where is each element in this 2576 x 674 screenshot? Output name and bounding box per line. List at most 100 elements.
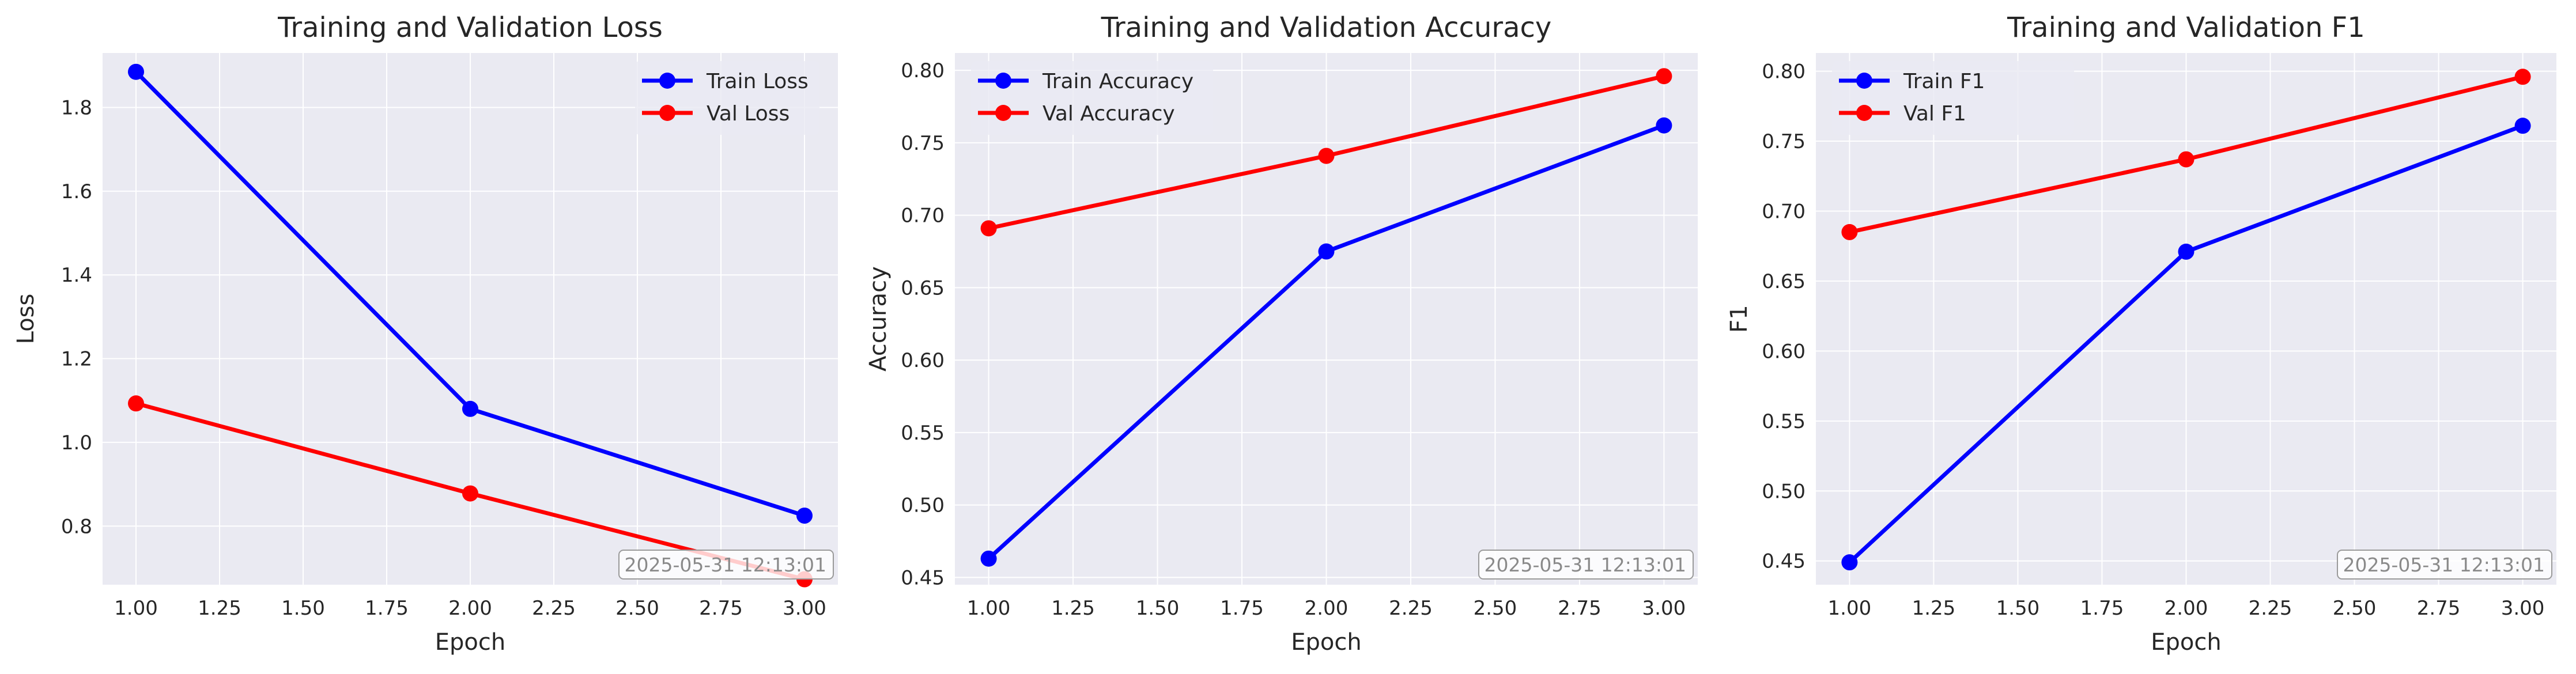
loss-timestamp: 2025-05-31 12:13:01 — [618, 550, 834, 580]
loss-timestamp-text: 2025-05-31 12:13:01 — [625, 554, 826, 576]
accuracy-y-tick-label: 0.60 — [901, 349, 945, 372]
accuracy-y-tick-label: 0.55 — [901, 422, 945, 445]
accuracy-y-tick-label: 0.75 — [901, 132, 945, 155]
accuracy-y-tick-label: 0.80 — [901, 59, 945, 82]
accuracy-marks — [980, 68, 1672, 567]
f1-x-tick-label: 2.25 — [2249, 597, 2292, 620]
loss-y-tick-label: 0.8 — [61, 515, 92, 538]
accuracy-legend-box — [971, 61, 1213, 135]
accuracy-val-point — [980, 220, 997, 237]
f1-x-tick-label: 3.00 — [2501, 597, 2545, 620]
accuracy-legend: Train Accuracy Val Accuracy — [971, 61, 1213, 135]
f1-timestamp: 2025-05-31 12:13:01 — [2337, 550, 2552, 580]
loss-x-axis-label: Epoch — [435, 629, 505, 656]
f1-y-axis-label: F1 — [1726, 305, 1752, 332]
loss-legend-entry-train: Train Loss — [642, 70, 809, 93]
f1-legend-entry-train: Train F1 — [1839, 70, 1985, 93]
loss-val-point — [462, 485, 478, 502]
accuracy-legend-entry-train: Train Accuracy — [978, 70, 1193, 93]
f1-x-axis-label: Epoch — [2151, 629, 2221, 656]
f1-x-tick-label: 1.50 — [1996, 597, 2040, 620]
accuracy-legend-val-marker — [995, 105, 1011, 121]
loss-y-tick-label: 1.8 — [61, 96, 92, 119]
loss-y-tick-label: 1.4 — [61, 264, 92, 287]
accuracy-x-tick-label: 3.00 — [1642, 597, 1686, 620]
f1-chart-title: Training and Validation F1 — [2007, 12, 2365, 44]
loss-train-point — [462, 400, 478, 417]
f1-y-tick-label: 0.65 — [1762, 270, 1806, 293]
f1-y-tick-label: 0.50 — [1762, 480, 1806, 503]
accuracy-x-tick-label: 1.75 — [1220, 597, 1264, 620]
f1-panel: 1.00 1.25 1.50 1.75 2.00 2.25 2.50 2.75 3.00 0.45… — [1726, 12, 2556, 656]
f1-val-point — [2178, 151, 2194, 168]
accuracy-train-point — [1318, 243, 1335, 260]
loss-legend-val-label: Val Loss — [707, 102, 790, 126]
accuracy-train-point — [1656, 117, 1672, 134]
f1-y-tick-label: 0.60 — [1762, 340, 1806, 363]
accuracy-train-point — [980, 550, 997, 567]
accuracy-timestamp-text: 2025-05-31 12:13:01 — [1485, 554, 1686, 576]
loss-x-tick-label: 1.00 — [114, 597, 158, 620]
loss-train-point — [128, 63, 144, 80]
f1-legend: Train F1 Val F1 — [1832, 61, 2074, 135]
loss-x-tick-label: 1.25 — [198, 597, 241, 620]
loss-x-tick-label: 1.75 — [365, 597, 409, 620]
f1-y-tick-label: 0.55 — [1762, 410, 1806, 433]
loss-x-tick-label: 2.75 — [699, 597, 743, 620]
accuracy-legend-train-marker — [995, 73, 1011, 89]
accuracy-legend-train-label: Train Accuracy — [1042, 70, 1193, 93]
accuracy-y-tick-label: 0.50 — [901, 494, 945, 517]
f1-legend-val-label: Val F1 — [1903, 102, 1966, 126]
loss-legend-val-marker — [659, 105, 675, 121]
accuracy-ticks: 1.00 1.25 1.50 1.75 2.00 2.25 2.50 2.75 3.00 0.45… — [901, 59, 1686, 620]
f1-x-tick-label: 1.00 — [1828, 597, 1872, 620]
loss-ticks: 1.00 1.25 1.50 1.75 2.00 2.25 2.50 2.75 3.00 0.8 1… — [61, 96, 826, 620]
loss-x-tick-label: 2.25 — [532, 597, 576, 620]
f1-train-point — [2178, 243, 2194, 260]
loss-x-tick-label: 1.50 — [281, 597, 325, 620]
loss-x-tick-label: 2.50 — [615, 597, 659, 620]
accuracy-timestamp: 2025-05-31 12:13:01 — [1478, 550, 1694, 580]
f1-x-tick-label: 2.00 — [2165, 597, 2208, 620]
f1-y-tick-label: 0.45 — [1762, 550, 1806, 573]
f1-train-point — [1841, 554, 1858, 571]
f1-val-point — [1841, 224, 1858, 240]
loss-timestamp-box — [618, 550, 834, 580]
f1-legend-val-marker — [1856, 105, 1872, 121]
accuracy-x-tick-label: 2.50 — [1474, 597, 1517, 620]
f1-val-point — [2514, 69, 2531, 85]
accuracy-timestamp-box — [1478, 550, 1694, 580]
f1-x-tick-label: 1.75 — [2080, 597, 2124, 620]
loss-chart-title: Training and Validation Loss — [277, 12, 663, 44]
f1-ticks: 1.00 1.25 1.50 1.75 2.00 2.25 2.50 2.75 3.00 0.45… — [1762, 60, 2544, 620]
accuracy-y-tick-label: 0.65 — [901, 277, 945, 300]
f1-legend-train-marker — [1856, 73, 1872, 89]
loss-train-point — [796, 508, 813, 524]
accuracy-x-tick-label: 1.50 — [1136, 597, 1180, 620]
loss-panel: 1.00 1.25 1.50 1.75 2.00 2.25 2.50 2.75 3.00 0.8 1… — [13, 12, 838, 656]
f1-y-tick-label: 0.75 — [1762, 130, 1806, 153]
accuracy-grid — [955, 53, 1698, 585]
accuracy-panel: 1.00 1.25 1.50 1.75 2.00 2.25 2.50 2.75 3.00 0.45… — [865, 12, 1698, 656]
loss-legend-entry-val: Val Loss — [642, 102, 790, 126]
f1-y-tick-label: 0.80 — [1762, 60, 1806, 84]
loss-y-tick-label: 1.6 — [61, 180, 92, 203]
loss-marks — [128, 63, 813, 588]
loss-x-tick-label: 3.00 — [783, 597, 826, 620]
accuracy-val-point — [1318, 147, 1335, 164]
f1-x-tick-label: 1.25 — [1912, 597, 1956, 620]
loss-legend: Train Loss Val Loss — [635, 61, 819, 135]
f1-legend-entry-val: Val F1 — [1839, 102, 1966, 126]
accuracy-x-tick-label: 2.75 — [1558, 597, 1601, 620]
accuracy-legend-entry-val: Val Accuracy — [978, 102, 1175, 126]
accuracy-x-tick-label: 2.25 — [1389, 597, 1433, 620]
accuracy-x-tick-label: 2.00 — [1305, 597, 1349, 620]
accuracy-y-tick-label: 0.45 — [901, 566, 945, 589]
accuracy-x-axis-label: Epoch — [1291, 629, 1361, 656]
loss-y-tick-label: 1.2 — [61, 348, 92, 371]
loss-y-tick-label: 1.0 — [61, 431, 92, 455]
f1-legend-box — [1832, 61, 2074, 135]
loss-grid — [103, 53, 838, 585]
f1-x-tick-label: 2.75 — [2417, 597, 2461, 620]
